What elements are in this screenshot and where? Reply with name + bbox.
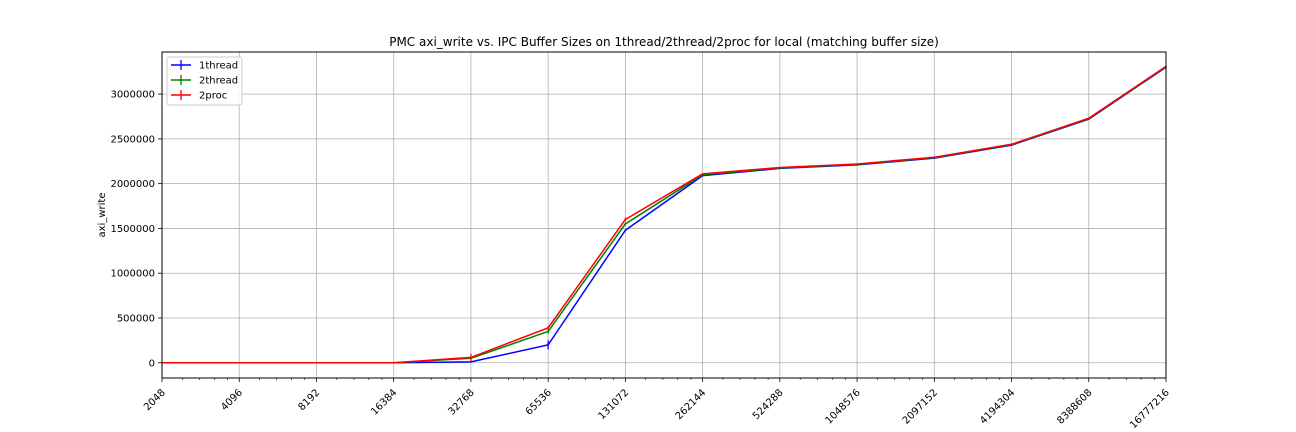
y-tick-label: 1500000 [110,224,155,235]
grid [161,52,1167,378]
series-line-2proc [162,65,1167,364]
y-tick-label: 3000000 [110,90,155,101]
x-tick-label: 1048576 [824,387,863,426]
x-tick-label: 16384 [369,387,399,417]
x-tick-label: 2097152 [901,387,940,426]
y-tick-label: 2000000 [110,179,155,190]
legend: 1thread 2thread 2proc [166,56,243,106]
legend-label-1thread: 1thread [199,61,238,72]
x-tick-label: 4194304 [978,387,1017,426]
legend-label-2thread: 2thread [199,76,238,87]
ticks: 2048 4096 8192 16384 32768 65536 131072 262144 5… [110,90,1171,431]
x-tick-label: 8388608 [1055,387,1094,426]
x-tick-label: 131072 [596,387,631,422]
y-tick-label: 500000 [117,313,155,324]
x-tick-label: 524288 [751,387,786,422]
y-tick-label: 1000000 [110,269,155,280]
y-tick-label: 0 [149,358,155,369]
x-tick-label: 262144 [674,387,709,422]
y-tick-label: 2500000 [110,134,155,145]
plot-frame [161,51,1167,379]
x-tick-label: 16777216 [1128,387,1172,431]
x-tick-label: 32768 [446,387,476,417]
x-tick-label: 65536 [524,387,554,417]
plot-series [162,65,1167,364]
x-tick-label: 4096 [219,387,245,413]
y-axis-label: axi_write [97,193,108,238]
chart-title: PMC axi_write vs. IPC Buffer Sizes on 1t… [389,35,939,49]
series-2proc [162,65,1167,364]
series-line-1thread [162,66,1167,364]
x-tick-label: 8192 [297,387,323,413]
x-tick-label: 2048 [142,387,168,413]
legend-label-2proc: 2proc [199,91,227,102]
legend-box [166,56,243,106]
